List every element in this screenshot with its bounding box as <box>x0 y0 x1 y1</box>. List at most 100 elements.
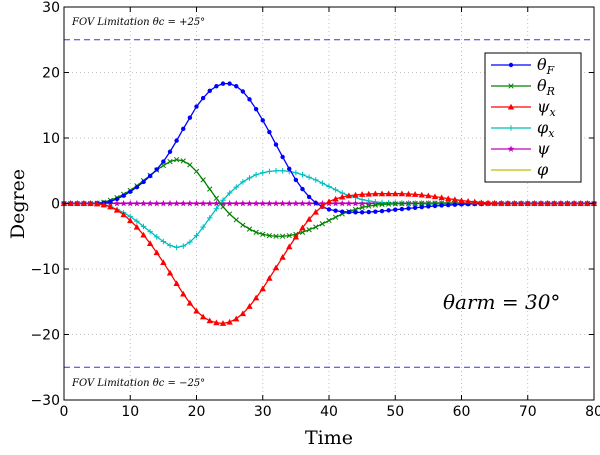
data-point <box>339 193 346 200</box>
data-point <box>584 200 591 207</box>
data-point <box>438 194 445 201</box>
y-tick-label: 30 <box>42 0 60 16</box>
data-point <box>266 274 273 281</box>
data-point <box>392 201 398 207</box>
theta-arm-annotation: θarm = 30° <box>443 290 560 314</box>
x-marker-stroke <box>359 204 365 211</box>
data-point <box>300 186 305 192</box>
data-point <box>154 167 159 172</box>
data-point <box>252 199 260 207</box>
series-2 <box>60 190 598 326</box>
data-point <box>312 177 319 183</box>
data-point <box>365 190 372 197</box>
data-point <box>193 307 200 314</box>
x-marker-stroke <box>246 226 253 232</box>
data-point <box>173 280 180 286</box>
data-point <box>213 195 220 201</box>
data-point <box>127 217 134 224</box>
x-marker-stroke <box>405 200 412 207</box>
data-point <box>273 167 279 174</box>
x-marker-stroke <box>266 232 273 239</box>
x-marker-stroke <box>233 217 239 223</box>
data-point <box>359 196 365 203</box>
data-point <box>80 200 88 207</box>
data-point <box>373 209 378 214</box>
data-point <box>220 197 226 204</box>
data-point <box>260 118 265 123</box>
x-marker-stroke <box>366 203 372 209</box>
data-point <box>194 104 199 109</box>
data-point <box>140 223 147 230</box>
data-point <box>326 207 332 212</box>
x-marker-stroke <box>213 195 220 201</box>
x-marker-stroke <box>220 204 226 210</box>
x-marker-stroke <box>193 168 200 175</box>
data-point <box>187 162 193 168</box>
x-tick-label: 50 <box>386 404 404 420</box>
y-tick-label: 10 <box>42 131 60 147</box>
x-tick-labels: 0 10 20 30 40 50 60 70 80 <box>60 404 600 420</box>
data-point <box>425 200 432 206</box>
data-point <box>108 199 113 204</box>
data-point <box>266 168 273 175</box>
data-point <box>161 159 166 164</box>
data-point <box>299 171 306 178</box>
y-tick-label: −10 <box>30 262 60 278</box>
series-group <box>60 81 598 326</box>
data-point <box>359 204 365 211</box>
data-point <box>199 313 207 320</box>
data-point <box>180 243 187 249</box>
data-point <box>313 200 318 206</box>
x-marker-stroke <box>306 227 312 233</box>
data-point <box>570 200 578 207</box>
data-point <box>577 200 584 207</box>
data-point <box>167 158 173 165</box>
data-point <box>147 173 153 179</box>
data-point <box>246 199 253 207</box>
data-point <box>279 254 286 260</box>
data-point <box>385 190 392 197</box>
data-point <box>273 142 279 147</box>
x-tick-label: 0 <box>60 404 69 420</box>
data-point <box>253 229 259 235</box>
data-point <box>227 81 232 86</box>
data-point <box>213 319 220 326</box>
data-point <box>173 156 180 163</box>
data-point <box>200 95 206 101</box>
data-point <box>551 200 558 207</box>
data-point <box>366 203 372 209</box>
data-point <box>517 200 525 207</box>
data-point <box>246 226 253 232</box>
data-point <box>214 84 219 89</box>
data-point <box>259 285 266 292</box>
data-point <box>340 209 345 214</box>
x-marker-stroke <box>260 231 266 237</box>
x-marker-stroke <box>372 202 379 208</box>
x-axis-label: Time <box>305 427 353 449</box>
data-point <box>233 184 240 190</box>
data-point <box>359 210 365 215</box>
data-point <box>141 179 146 185</box>
data-point <box>160 259 167 266</box>
data-point <box>346 209 352 215</box>
data-point <box>366 209 371 215</box>
data-point <box>498 200 505 206</box>
data-point <box>299 199 306 207</box>
data-point <box>207 186 213 192</box>
data-point <box>379 208 385 214</box>
x-marker-stroke <box>273 233 279 239</box>
data-point <box>511 200 518 207</box>
data-point <box>345 192 353 199</box>
data-point <box>240 179 246 185</box>
data-point <box>378 190 386 197</box>
x-marker-stroke <box>279 233 286 239</box>
data-point <box>113 199 121 207</box>
x-marker-stroke <box>379 201 385 208</box>
data-point <box>239 310 247 317</box>
x-marker-stroke <box>187 162 193 168</box>
legend-label: φ <box>537 160 549 179</box>
data-point <box>232 199 240 207</box>
x-marker-stroke <box>173 156 180 163</box>
x-tick-label: 40 <box>320 404 338 420</box>
